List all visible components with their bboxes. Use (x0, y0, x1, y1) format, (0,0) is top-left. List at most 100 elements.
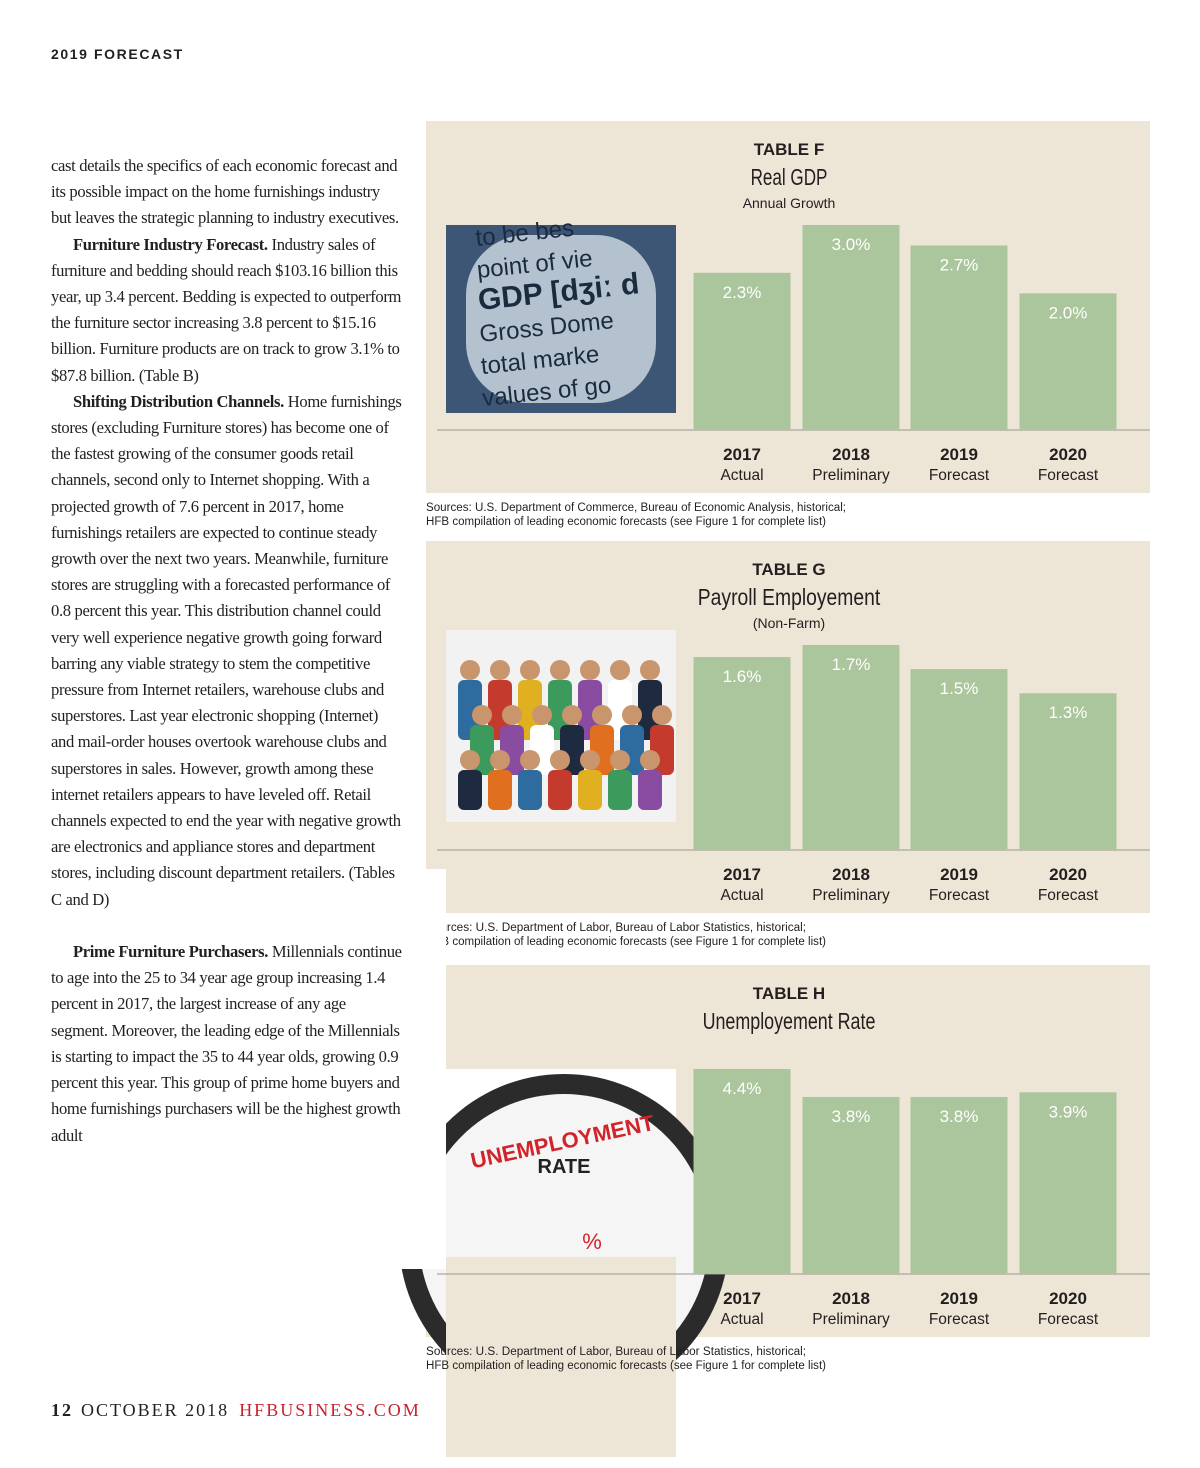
value-label: 4.4% (723, 1079, 762, 1098)
person (562, 705, 582, 725)
paragraph-lead: Prime Furniture Purchasers. (73, 942, 269, 962)
page-number: 12 (51, 1400, 73, 1420)
paragraph-text: cast details the specifics of each econo… (51, 156, 399, 228)
source-note: Sources: U.S. Department of Labor, Burea… (426, 922, 806, 934)
bar (910, 1096, 1008, 1274)
value-label: 3.0% (832, 235, 871, 254)
person (610, 750, 630, 770)
person (490, 750, 510, 770)
bar (802, 1096, 900, 1274)
chart-title: Payroll Employement (698, 584, 881, 610)
bar (693, 272, 791, 430)
category-label: 2020 (1049, 865, 1087, 884)
category-label: 2020 (1049, 445, 1087, 464)
value-label: 2.7% (940, 256, 979, 275)
person-body (638, 770, 662, 810)
site-name: HFBUSINESS.COM (239, 1400, 421, 1420)
person (640, 660, 660, 680)
source-note: HFB compilation of leading economic fore… (426, 936, 826, 948)
person (592, 705, 612, 725)
footer: 12 OCTOBER 2018 HFBUSINESS.COM (51, 1400, 421, 1421)
bar (1019, 293, 1117, 430)
category-note: Forecast (929, 887, 990, 904)
category-note: Forecast (1038, 887, 1099, 904)
gauge-text: % (582, 1229, 602, 1254)
paragraph: Prime Furniture Purchasers. Millennials … (51, 939, 403, 1149)
category-note: Preliminary (812, 1311, 890, 1328)
category-label: 2020 (1049, 1289, 1087, 1308)
value-label: 3.8% (940, 1107, 979, 1126)
paragraph-text: Millennials continue to age into the 25 … (51, 942, 402, 1145)
issue-date: OCTOBER 2018 (81, 1400, 230, 1420)
value-label: 3.9% (1049, 1102, 1088, 1121)
person (550, 660, 570, 680)
value-label: 1.5% (940, 679, 979, 698)
category-label: 2019 (940, 445, 978, 464)
person (640, 750, 660, 770)
person (610, 660, 630, 680)
chart-label: TABLE F (754, 140, 825, 159)
person-body (608, 770, 632, 810)
value-label: 3.8% (832, 1107, 871, 1126)
category-label: 2017 (723, 445, 761, 464)
source-note: HFB compilation of leading economic fore… (426, 516, 826, 528)
category-note: Actual (720, 467, 763, 484)
paragraph-lead: Shifting Distribution Channels. (73, 391, 284, 411)
paragraph: Shifting Distribution Channels. Home fur… (51, 389, 403, 913)
bar (693, 1069, 791, 1274)
bar (910, 245, 1008, 430)
gdp-photo-glow (466, 235, 656, 403)
paragraph-text: Industry sales of furniture and bedding … (51, 234, 402, 385)
person-body (578, 770, 602, 810)
category-note: Forecast (1038, 467, 1099, 484)
person (520, 660, 540, 680)
category-note: Actual (720, 887, 763, 904)
category-note: Forecast (929, 467, 990, 484)
chart-title: Real GDP (751, 164, 828, 190)
bar (693, 657, 791, 850)
value-label: 1.7% (832, 655, 871, 674)
value-label: 1.3% (1049, 703, 1088, 722)
person (460, 750, 480, 770)
person (490, 660, 510, 680)
category-label: 2017 (723, 865, 761, 884)
category-note: Forecast (1038, 1311, 1099, 1328)
category-label: 2018 (832, 865, 870, 884)
chart-subtitle: (Non-Farm) (753, 615, 825, 631)
category-label: 2018 (832, 1289, 870, 1308)
person (502, 705, 522, 725)
bar (802, 225, 900, 430)
chart-label: TABLE H (753, 984, 825, 1003)
person (520, 750, 540, 770)
source-note: Sources: U.S. Department of Labor, Burea… (426, 1346, 806, 1358)
paragraph: Furniture Industry Forecast. Industry sa… (51, 232, 403, 389)
bar (1019, 693, 1117, 850)
source-note: Sources: U.S. Department of Commerce, Bu… (426, 502, 846, 514)
category-note: Preliminary (812, 467, 890, 484)
category-label: 2017 (723, 1289, 761, 1308)
paragraph: cast details the specifics of each econo… (51, 153, 403, 232)
category-label: 2019 (940, 1289, 978, 1308)
paragraph-text: Home furnishings stores (excluding Furni… (51, 391, 402, 909)
category-note: Actual (720, 1311, 763, 1328)
person (550, 750, 570, 770)
person (580, 750, 600, 770)
gauge-text: RATE (538, 1156, 591, 1178)
category-label: 2019 (940, 865, 978, 884)
chart-title: Unemployement Rate (703, 1008, 876, 1034)
value-label: 2.0% (1049, 303, 1088, 322)
bar (1019, 1092, 1117, 1274)
person-body (458, 770, 482, 810)
section-header: 2019 FORECAST (51, 46, 184, 62)
person (460, 660, 480, 680)
person-body (518, 770, 542, 810)
category-note: Preliminary (812, 887, 890, 904)
person-body (488, 770, 512, 810)
person (532, 705, 552, 725)
value-label: 2.3% (723, 283, 762, 302)
bar (802, 645, 900, 850)
bar (910, 669, 1008, 850)
person (652, 705, 672, 725)
